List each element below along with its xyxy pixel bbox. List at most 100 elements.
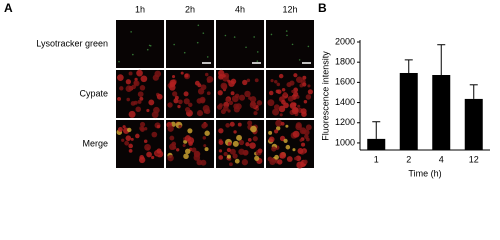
- cell: [296, 161, 304, 169]
- cell: [223, 105, 229, 112]
- cell: [229, 121, 235, 127]
- cell: [135, 133, 140, 139]
- cell: [156, 124, 161, 129]
- cell: [234, 93, 240, 99]
- cell: [217, 90, 223, 96]
- cell: [305, 124, 312, 131]
- cell: [241, 159, 249, 166]
- cell: [128, 110, 136, 118]
- cell: [218, 140, 224, 145]
- cell: [156, 93, 163, 100]
- error-bar: [437, 44, 446, 76]
- column-header: 1h: [135, 4, 145, 14]
- panel-label: B: [318, 1, 327, 15]
- cell: [124, 140, 130, 146]
- cell: [154, 70, 162, 78]
- cell: [252, 136, 258, 142]
- cell: [130, 101, 136, 106]
- cell: [117, 126, 123, 132]
- cell: [244, 90, 251, 98]
- cell: [299, 127, 307, 135]
- cell: [301, 142, 306, 147]
- cell: [307, 84, 311, 88]
- cell: [143, 139, 148, 144]
- cell: [167, 125, 174, 132]
- x-tick-label: 12: [469, 154, 479, 164]
- cell: [204, 72, 209, 77]
- cell: [183, 91, 189, 97]
- cell: [197, 24, 200, 27]
- cell: [125, 85, 133, 92]
- cell: [278, 105, 286, 113]
- cell: [175, 148, 180, 152]
- cell: [307, 89, 313, 95]
- cell: [183, 98, 190, 105]
- cell: [297, 104, 301, 108]
- cell: [256, 60, 259, 62]
- cell: [196, 110, 204, 117]
- cell: [199, 96, 206, 103]
- cell: [283, 138, 288, 143]
- cell: [291, 107, 299, 115]
- error-bar: [404, 59, 413, 73]
- cell: [200, 159, 207, 166]
- figure: A B Time (h) Fluorescence intensity 1h 2h…: [4, 1, 490, 178]
- column-header: 4h: [235, 4, 245, 14]
- cell: [302, 75, 307, 80]
- column-header: 12h: [282, 4, 297, 14]
- cell: [200, 84, 207, 91]
- cell: [151, 131, 158, 138]
- cell: [187, 128, 193, 134]
- cell: [156, 148, 162, 154]
- cell: [286, 82, 292, 88]
- y-tick-label: 1400: [335, 97, 355, 107]
- cell: [221, 83, 228, 90]
- cell: [167, 154, 174, 162]
- cell: [171, 141, 177, 147]
- y-axis-label: Fluorescence intensity: [320, 51, 330, 141]
- cell: [202, 32, 205, 34]
- cell: [280, 121, 285, 126]
- cell: [188, 102, 193, 108]
- cell: [238, 139, 245, 146]
- cell: [218, 69, 225, 77]
- cell: [281, 87, 286, 92]
- y-tick-label: 1000: [335, 137, 355, 147]
- cell: [257, 148, 263, 154]
- row-label: Cypate: [79, 88, 108, 98]
- cell: [183, 153, 189, 160]
- cell: [146, 48, 149, 51]
- cell: [275, 119, 283, 127]
- cell: [298, 59, 301, 61]
- cell: [218, 103, 224, 108]
- cell: [271, 146, 277, 152]
- cell: [139, 85, 146, 91]
- cell: [291, 43, 294, 46]
- cell: [267, 99, 275, 107]
- cell: [146, 151, 152, 158]
- cell: [144, 143, 151, 151]
- cell: [146, 108, 150, 113]
- cell: [299, 138, 303, 142]
- cell: [229, 162, 233, 167]
- cell: [253, 111, 258, 116]
- cell: [148, 99, 155, 106]
- y-tick-label: 1800: [335, 57, 355, 67]
- cell: [128, 143, 133, 149]
- cell: [232, 140, 239, 147]
- cell: [268, 130, 273, 135]
- cell: [274, 154, 279, 160]
- cell: [294, 156, 298, 161]
- cell: [268, 90, 274, 96]
- cell: [285, 144, 291, 150]
- cell: [273, 104, 280, 110]
- cell: [125, 79, 131, 85]
- cell: [202, 105, 210, 112]
- cell: [237, 122, 242, 127]
- micrograph: [116, 20, 164, 68]
- cell: [121, 138, 125, 142]
- cell: [227, 141, 232, 146]
- cell: [279, 151, 287, 159]
- cell: [133, 80, 139, 86]
- cell: [191, 147, 197, 153]
